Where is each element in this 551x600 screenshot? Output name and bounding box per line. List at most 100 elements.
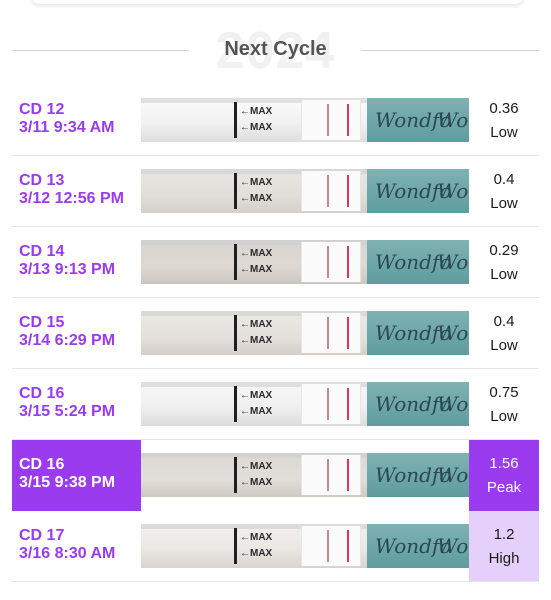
test-datetime: 3/11 9:34 AM [19,119,115,136]
strip-brand: Wondfo [375,179,452,203]
result-cell: 0.29 Low [469,227,539,298]
cycle-day: CD 13 [19,172,65,189]
lh-level: Low [490,195,518,212]
row-label: CD 13 3/12 12:56 PM [12,156,141,227]
cycle-day: CD 15 [19,314,65,331]
lh-value: 1.2 [493,526,515,543]
year-watermark: 2024 [215,22,336,80]
test-log-list: CD 12 3/11 9:34 AM ←MAX ←MAX Wondfo Wond… [0,85,551,582]
result-cell: 1.56 Peak [469,440,539,511]
strip-max-label: ←MAX [240,264,273,275]
cycle-day: CD 16 [19,385,65,402]
lh-level: High [488,550,520,567]
control-line [327,459,329,491]
test-line [347,104,349,136]
row-divider [12,368,539,369]
test-line [347,459,349,491]
strip-max-label: ←MAX [240,406,273,417]
lh-value: 1.56 [489,455,519,472]
lh-level: Low [490,124,518,141]
test-strip-photo[interactable]: ←MAX ←MAX Wondfo Wondfo [141,98,469,142]
strip-brand: Wondfo [375,392,452,416]
previous-card-edge [31,0,524,4]
test-datetime: 3/14 6:29 PM [19,332,116,349]
test-strip-photo[interactable]: ←MAX ←MAX Wondfo Wondfo [141,169,469,213]
lh-value: 0.4 [493,313,515,330]
lh-value: 0.29 [489,242,519,259]
test-row[interactable]: CD 16 3/15 5:24 PM ←MAX ←MAX Wondfo Wond… [0,369,551,440]
row-label: CD 17 3/16 8:30 AM [12,511,141,582]
strip-brand: Wondfo [437,108,469,132]
lh-value: 0.4 [493,171,515,188]
test-row[interactable]: CD 12 3/11 9:34 AM ←MAX ←MAX Wondfo Wond… [0,85,551,156]
test-datetime: 3/12 12:56 PM [19,190,124,207]
test-row[interactable]: CD 17 3/16 8:30 AM ←MAX ←MAX Wondfo Wond… [0,511,551,582]
row-divider [12,581,539,582]
row-label: CD 16 3/15 9:38 PM [12,440,141,511]
control-line [327,175,329,207]
strip-brand: Wondfo [375,534,452,558]
lh-level: Low [490,266,518,283]
lh-level: Low [490,337,518,354]
result-cell: 0.4 Low [469,298,539,369]
test-strip-photo[interactable]: ←MAX ←MAX Wondfo Wondfo [141,453,469,497]
section-title: Next Cycle [224,38,327,60]
test-datetime: 3/15 5:24 PM [19,403,116,420]
lh-value: 0.36 [489,100,519,117]
test-strip-photo[interactable]: ←MAX ←MAX Wondfo Wondfo [141,524,469,568]
control-line [327,104,329,136]
strip-max-label: ←MAX [240,532,273,543]
section-header: 2024 Next Cycle [0,24,551,78]
strip-max-label: ←MAX [240,177,273,188]
strip-brand: Wondfo [437,534,469,558]
test-datetime: 3/16 8:30 AM [19,545,116,562]
strip-max-label: ←MAX [240,461,273,472]
row-divider [12,155,539,156]
strip-max-label: ←MAX [240,335,273,346]
row-divider [12,226,539,227]
control-line [327,246,329,278]
row-divider [12,297,539,298]
row-label: CD 14 3/13 9:13 PM [12,227,141,298]
strip-brand: Wondfo [437,392,469,416]
lh-value: 0.75 [489,384,519,401]
test-line [347,246,349,278]
test-row[interactable]: CD 15 3/14 6:29 PM ←MAX ←MAX Wondfo Wond… [0,298,551,369]
test-row-peak[interactable]: CD 16 3/15 9:38 PM ←MAX ←MAX Wondfo Wond… [0,440,551,511]
test-strip-photo[interactable]: ←MAX ←MAX Wondfo Wondfo [141,240,469,284]
strip-max-label: ←MAX [240,122,273,133]
control-line [327,317,329,349]
control-line [327,388,329,420]
strip-brand: Wondfo [437,463,469,487]
test-row[interactable]: CD 13 3/12 12:56 PM ←MAX ←MAX Wondfo Won… [0,156,551,227]
test-line [347,530,349,562]
strip-brand: Wondfo [375,250,452,274]
strip-brand: Wondfo [375,463,452,487]
row-label: CD 16 3/15 5:24 PM [12,369,141,440]
strip-max-label: ←MAX [240,193,273,204]
test-strip-photo[interactable]: ←MAX ←MAX Wondfo Wondfo [141,311,469,355]
strip-brand: Wondfo [437,179,469,203]
cycle-day: CD 12 [19,101,65,118]
cycle-day: CD 14 [19,243,65,260]
cycle-day: CD 17 [19,527,65,544]
strip-max-label: ←MAX [240,248,273,259]
strip-max-label: ←MAX [240,548,273,559]
strip-brand: Wondfo [437,321,469,345]
row-label: CD 12 3/11 9:34 AM [12,85,141,156]
test-datetime: 3/13 9:13 PM [19,261,116,278]
result-cell: 0.75 Low [469,369,539,440]
result-cell: 0.36 Low [469,85,539,156]
test-row[interactable]: CD 14 3/13 9:13 PM ←MAX ←MAX Wondfo Wond… [0,227,551,298]
strip-max-label: ←MAX [240,106,273,117]
header-divider-left [12,50,189,51]
strip-brand: Wondfo [437,250,469,274]
strip-max-label: ←MAX [240,319,273,330]
header-divider-right [361,50,539,51]
test-strip-photo[interactable]: ←MAX ←MAX Wondfo Wondfo [141,382,469,426]
cycle-day: CD 16 [19,456,65,473]
strip-brand: Wondfo [375,321,452,345]
test-datetime: 3/15 9:38 PM [19,474,116,491]
test-line [347,388,349,420]
lh-level: Low [490,408,518,425]
